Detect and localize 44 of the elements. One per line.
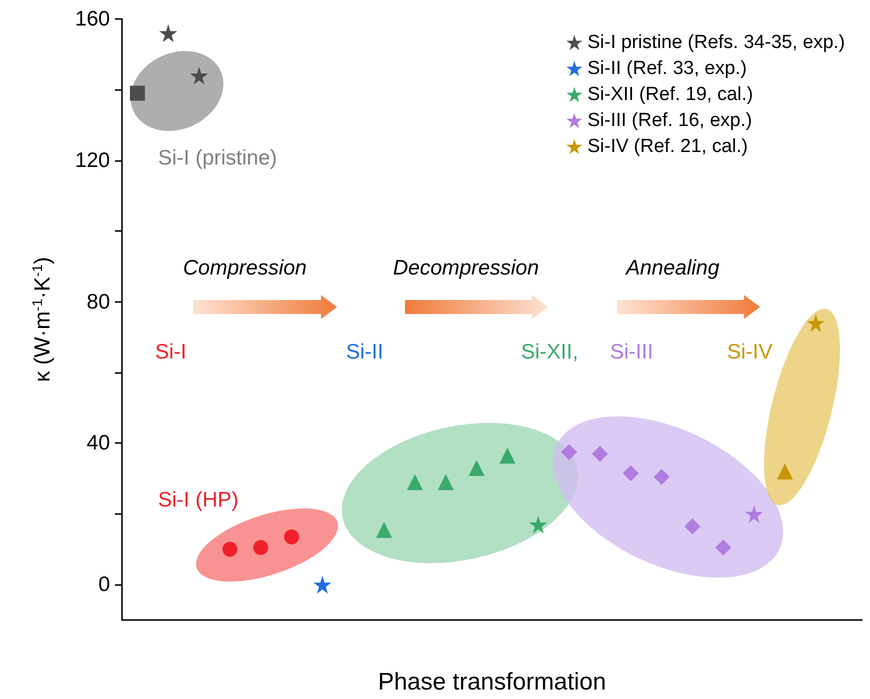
point	[684, 518, 700, 534]
point	[745, 504, 764, 523]
point	[806, 314, 825, 332]
point	[654, 468, 670, 485]
annotation: Si-I (pristine)	[158, 146, 278, 170]
point	[130, 86, 145, 101]
point	[438, 474, 454, 490]
annotation: Si-XII,	[521, 340, 578, 364]
annotation: Annealing	[624, 256, 720, 280]
point	[468, 460, 485, 476]
point	[406, 474, 423, 490]
y-axis-title: κ (W·m-1·K-1)	[29, 256, 54, 382]
y-tick-label: 160	[74, 8, 110, 30]
point	[776, 464, 793, 480]
point	[376, 522, 392, 538]
legend-label: Si-I pristine (Refs. 34-35, exp.)	[587, 32, 846, 53]
legend-label: Si-IV (Ref. 21, cal.)	[587, 136, 748, 157]
point	[561, 444, 578, 460]
annotation: Compression	[183, 256, 307, 280]
y-tick-label: 120	[74, 148, 110, 172]
annotation: Si-I (HP)	[158, 488, 238, 512]
point	[159, 24, 178, 42]
annotation: Si-III	[610, 340, 654, 364]
point	[622, 465, 639, 482]
point	[529, 516, 548, 534]
point	[284, 529, 300, 544]
annotation: Si-I	[155, 340, 186, 364]
point	[313, 576, 332, 594]
y-tick-label: 80	[86, 290, 110, 314]
y-tick-label: 0	[98, 573, 110, 596]
point	[499, 448, 516, 464]
legend-label: Si-III (Ref. 16, exp.)	[587, 110, 752, 131]
legend-label: Si-II (Ref. 33, exp.)	[587, 58, 747, 79]
annotation: Si-IV	[727, 340, 773, 364]
point	[222, 542, 238, 557]
annotation: Decompression	[393, 256, 539, 280]
annotation: Si-II	[346, 340, 384, 364]
y-tick-label: 40	[86, 432, 110, 455]
legend-label: Si-XII (Ref. 19, cal.)	[587, 84, 754, 105]
x-axis-title: Phase transformation	[378, 668, 606, 696]
point	[253, 540, 268, 556]
point	[190, 66, 208, 85]
point	[715, 540, 732, 556]
point	[592, 446, 608, 462]
